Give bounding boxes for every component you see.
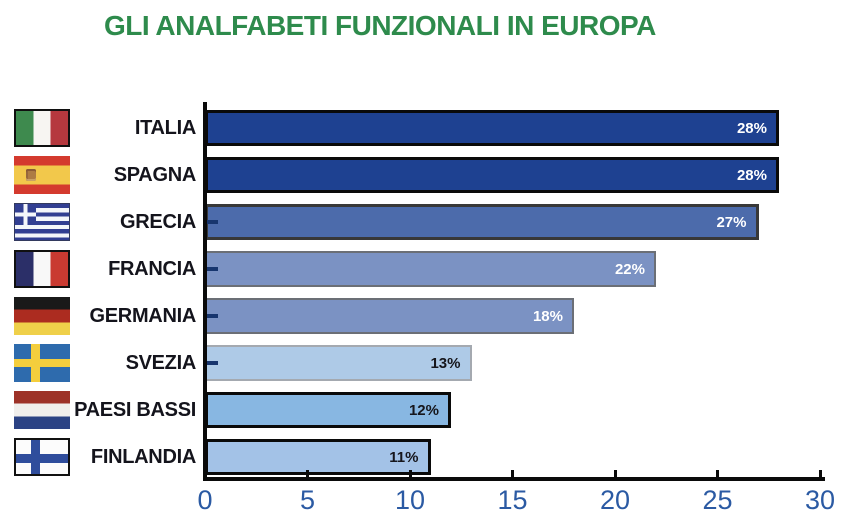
netherlands-flag-icon [14,391,70,429]
chart-title: GLI ANALFABETI FUNZIONALI IN EUROPA [104,10,656,41]
bar-italia: 28% [205,110,779,146]
x-axis-tick [613,470,617,477]
bar-spagna: 28% [205,157,779,193]
chart-row-paesi-bassi: PAESI BASSI 12% [0,390,854,430]
x-axis-tick [203,470,207,477]
bar-track: 11% [205,439,850,475]
bar-value-label: 22% [614,260,645,278]
category-tick-mark [205,361,218,365]
chart-row-svezia: SVEZIA 13% [0,343,854,383]
chart-row-grecia: GRECIA 27% [0,202,854,242]
category-tick-mark [205,314,218,318]
category-label-svezia: SVEZIA [125,352,197,374]
chart-row-italia: ITALIA 28% [0,108,854,148]
bar-track: 27% [205,204,850,240]
finland-flag-icon [14,438,70,476]
spain-flag-icon [14,156,70,194]
x-axis-tick [306,470,309,477]
bar-value-label: 11% [389,448,419,466]
category-label-finlandia: FINLANDIA [90,446,196,468]
category-label-germania: GERMANIA [89,305,197,327]
x-axis-tick [408,470,412,477]
category-label-francia: FRANCIA [108,258,196,280]
chart-row-finlandia: FINLANDIA 11% [0,437,854,477]
x-axis: 0 5 10 15 20 25 30 [197,470,835,522]
bar-grecia: 27% [205,204,759,240]
bar-value-label: 13% [430,354,461,372]
x-axis-tick-label: 20 [599,485,631,515]
bar-track: 13% [205,345,850,381]
bar-track: 12% [205,392,850,428]
bar-svezia: 13% [205,345,472,381]
bar-value-label: 28% [736,166,767,184]
bar-track: 18% [205,298,850,334]
category-label-paesi-bassi: PAESI BASSI [74,399,196,421]
x-axis-tick-label: 5 [299,485,316,515]
category-label-grecia: GRECIA [120,211,196,233]
category-label-italia: ITALIA [134,117,196,139]
bar-value-label: 28% [736,119,767,137]
chart-row-spagna: SPAGNA 28% [0,155,854,195]
germany-flag-icon [14,297,70,335]
bar-germania: 18% [205,298,574,334]
bar-value-label: 18% [532,307,563,325]
category-tick-mark [205,267,218,271]
category-label-spagna: SPAGNA [113,164,197,186]
x-axis-tick [511,470,514,477]
x-axis-line [203,477,825,481]
greece-flag-icon [14,203,70,241]
bar-francia: 22% [205,251,656,287]
bar-track: 28% [205,110,850,146]
x-axis-tick-label: 25 [702,485,733,515]
category-tick-mark [205,220,218,224]
italy-flag-icon [14,109,70,147]
bar-track: 22% [205,251,850,287]
bar-paesi-bassi: 12% [205,392,451,428]
x-axis-tick [818,470,822,477]
chart-row-germania: GERMANIA 18% [0,296,854,336]
x-axis-tick-label: 10 [394,485,426,515]
x-axis-tick-label: 15 [497,485,528,515]
y-axis-line [203,102,207,481]
bar-value-label: 12% [408,401,439,419]
x-axis-tick-label: 30 [804,485,836,515]
x-axis-tick [716,470,719,477]
france-flag-icon [14,250,70,288]
bar-track: 28% [205,157,850,193]
bar-finlandia: 11% [205,439,431,475]
sweden-flag-icon [14,344,70,382]
x-axis-tick-label: 0 [197,485,213,515]
bar-value-label: 27% [716,213,747,231]
chart-row-francia: FRANCIA 22% [0,249,854,289]
